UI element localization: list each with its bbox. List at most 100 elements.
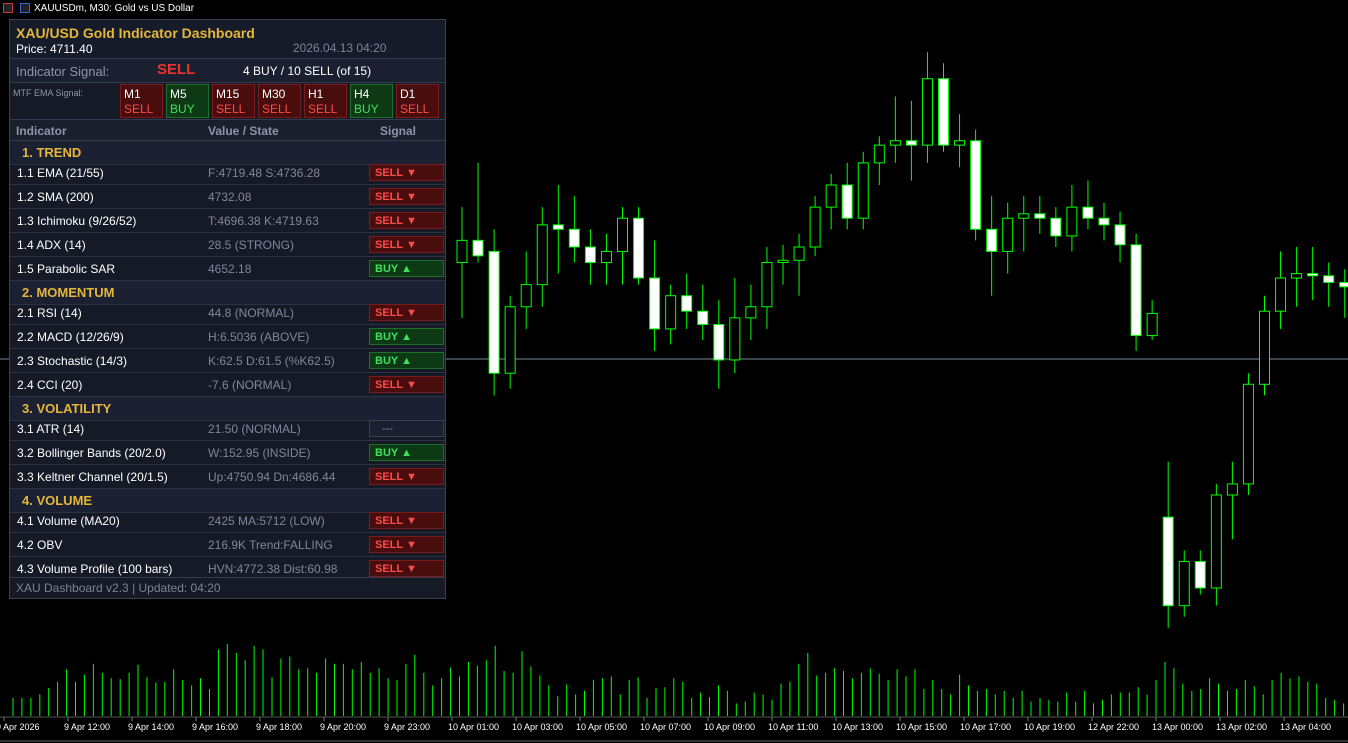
candle [1339, 269, 1348, 318]
indicator-value: H:6.5036 (ABOVE) [208, 330, 310, 344]
indicator-signal-badge: SELL ▼ [369, 376, 444, 393]
time-axis: 9 Apr 2026 9 Apr 12:00 9 Apr 14:00 9 Apr 16… [0, 717, 1331, 732]
section-header: 2. MOMENTUM [10, 281, 445, 305]
candle [761, 247, 773, 329]
volume-histogram [12, 644, 1345, 716]
candle [472, 162, 484, 263]
candle [1178, 550, 1190, 617]
mtf-timeframe: D1 [400, 87, 416, 101]
candle [1194, 550, 1206, 595]
indicator-name: 1.5 Parabolic SAR [17, 262, 116, 276]
section-header: 1. TREND [10, 141, 445, 165]
time-label: 9 Apr 16:00 [192, 722, 238, 732]
indicator-row: 3.2 Bollinger Bands (20/2.0) W:152.95 (IN… [10, 441, 445, 465]
indicator-signal-badge: BUY ▲ [369, 352, 444, 369]
indicator-signal-badge: SELL ▼ [369, 164, 444, 181]
time-label: 10 Apr 05:00 [576, 722, 627, 732]
candle [986, 196, 998, 296]
indicator-signal-label: Indicator Signal: [16, 64, 110, 79]
mtf-box-m15: M15 SELL [212, 84, 255, 118]
candle [745, 284, 757, 340]
mtf-timeframe: M30 [262, 87, 286, 101]
candle [841, 162, 853, 230]
indicator-signal-badge: SELL ▼ [369, 468, 444, 485]
indicator-row: 1.1 EMA (21/55) F:4719.48 S:4736.28 SELL ▼ [10, 161, 445, 185]
time-label: 10 Apr 19:00 [1024, 722, 1075, 732]
candle [617, 207, 628, 285]
candle [825, 173, 837, 230]
dashboard-footer: XAU Dashboard v2.3 | Updated: 04:20 [10, 577, 445, 598]
section-title: 1. TREND [22, 145, 82, 160]
indicator-name: 2.2 MACD (12/26/9) [17, 330, 124, 344]
indicator-signal-badge: BUY ▲ [369, 328, 444, 345]
candle [504, 295, 516, 389]
mtf-box-m1: M1 SELL [120, 84, 163, 118]
indicator-value: 28.5 (STRONG) [208, 238, 295, 252]
section-title: 2. MOMENTUM [22, 285, 115, 300]
candle [552, 185, 564, 274]
indicator-row: 2.2 MACD (12/26/9) H:6.5036 (ABOVE) BUY ▲ [10, 325, 445, 349]
indicator-row: 4.1 Volume (MA20) 2425 MA:5712 (LOW) SELL … [10, 509, 445, 533]
indicator-name: 4.2 OBV [17, 538, 63, 552]
chart-window-icon[interactable] [3, 3, 13, 13]
indicator-signal-badge: BUY ▲ [369, 260, 444, 277]
time-label: 9 Apr 20:00 [320, 722, 366, 732]
mtf-signal: SELL [262, 102, 292, 116]
indicator-signal-badge: --- [369, 420, 444, 437]
indicator-value: -7.6 (NORMAL) [208, 378, 292, 392]
indicator-name: 4.1 Volume (MA20) [17, 514, 120, 528]
mtf-signal: SELL [124, 102, 154, 116]
section-header: 4. VOLUME [10, 489, 445, 513]
indicator-signal-bar: Indicator Signal: SELL 4 BUY / 10 SELL (… [10, 59, 445, 83]
mtf-box-m5: M5 BUY [166, 84, 209, 118]
time-label: 10 Apr 17:00 [960, 722, 1011, 732]
candle [1242, 373, 1254, 495]
mtf-signal: BUY [354, 102, 379, 116]
time-label: 12 Apr 22:00 [1088, 722, 1139, 732]
indicator-name: 1.2 SMA (200) [17, 190, 94, 204]
candle [954, 114, 966, 168]
candle [905, 100, 917, 181]
indicator-name: 3.1 ATR (14) [17, 422, 85, 436]
candle [697, 284, 709, 340]
indicator-name: 1.1 EMA (21/55) [17, 166, 104, 180]
candle [1275, 251, 1287, 329]
indicator-row: 2.4 CCI (20) -7.6 (NORMAL) SELL ▼ [10, 373, 445, 397]
candle [1130, 233, 1142, 352]
candle [1162, 461, 1174, 628]
indicator-value: K:62.5 D:61.5 (%K62.5) [208, 354, 335, 368]
candle [970, 129, 982, 241]
candle [456, 207, 468, 318]
candle [1018, 196, 1030, 252]
candle [1210, 483, 1222, 606]
indicator-value: HVN:4772.38 Dist:60.98 [208, 562, 338, 576]
candle [1050, 207, 1062, 247]
candle [1146, 300, 1158, 340]
indicator-signal-badge: SELL ▼ [369, 304, 444, 321]
chart-window-menu-icon[interactable] [20, 3, 30, 13]
candle [873, 136, 885, 185]
time-label: 13 Apr 00:00 [1152, 722, 1203, 732]
indicator-row: 1.4 ADX (14) 28.5 (STRONG) SELL ▼ [10, 233, 445, 257]
time-label: 9 Apr 18:00 [256, 722, 302, 732]
candle [633, 207, 645, 285]
mtf-ema-signal-row: MTF EMA Signal: M1 SELL M5 BUY M15 SELL M30 SEL… [10, 82, 445, 120]
indicator-value: W:152.95 (INSIDE) [208, 446, 311, 460]
candle [665, 284, 677, 345]
dashboard-datetime: 2026.04.13 04:20 [293, 41, 387, 55]
indicator-row: 1.5 Parabolic SAR 4652.18 BUY ▲ [10, 257, 445, 281]
indicator-value: 216.9K Trend:FALLING [208, 538, 333, 552]
time-label: 10 Apr 07:00 [640, 722, 691, 732]
indicator-row: 1.3 Ichimoku (9/26/52) T:4696.38 K:4719.6… [10, 209, 445, 233]
gold-indicator-dashboard: XAU/USD Gold Indicator Dashboard Price: … [9, 19, 446, 599]
indicator-signal-badge: SELL ▼ [369, 188, 444, 205]
time-label: 10 Apr 09:00 [704, 722, 755, 732]
candle [520, 251, 532, 329]
section-title: 3. VOLATILITY [22, 401, 112, 416]
indicator-row: 4.2 OBV 216.9K Trend:FALLING SELL ▼ [10, 533, 445, 557]
mtf-box-m30: M30 SELL [258, 84, 301, 118]
indicator-value: F:4719.48 S:4736.28 [208, 166, 321, 180]
candle [1002, 202, 1014, 274]
candle [1034, 196, 1046, 234]
